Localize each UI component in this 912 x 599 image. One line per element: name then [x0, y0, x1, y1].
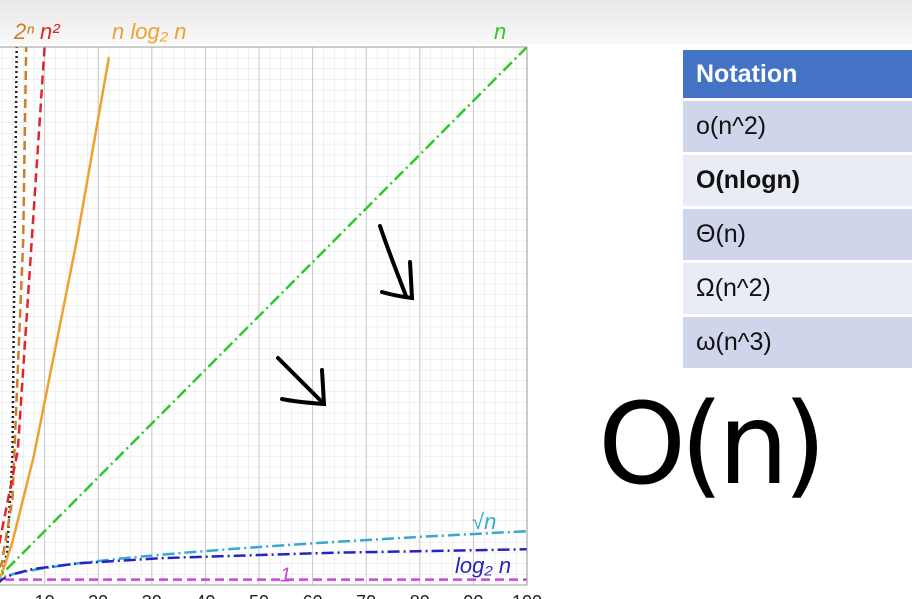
top-band — [0, 0, 912, 44]
series-label: 1 — [280, 564, 291, 586]
x-tick-label: 80 — [410, 592, 430, 599]
series-label: n² — [40, 19, 60, 44]
table-cell: Θ(n) — [683, 209, 912, 260]
table-header: Notation — [683, 50, 912, 98]
x-tick-label: 40 — [195, 592, 215, 599]
table-cell: Ω(n^2) — [683, 263, 912, 314]
table-cell: ω(n^3) — [683, 317, 912, 368]
series-line — [0, 47, 28, 569]
series-line — [0, 57, 111, 581]
series-line — [0, 47, 46, 547]
handwriting: O(n) — [598, 380, 827, 510]
series-label: log₂ n — [455, 553, 511, 578]
series-label: 2ⁿ — [13, 19, 34, 44]
series-line — [0, 548, 527, 584]
table-cell: o(n^2) — [683, 101, 912, 152]
series-label: n log₂ n — [112, 19, 186, 44]
series-line — [0, 529, 527, 580]
x-tick-label: 20 — [88, 592, 108, 599]
x-tick-label: 60 — [303, 592, 323, 599]
x-tick-label: 30 — [142, 592, 162, 599]
hand-arrows — [276, 224, 415, 407]
x-tick-label: 100 — [512, 592, 542, 599]
series-line — [0, 47, 527, 578]
x-tick-label: 90 — [463, 592, 483, 599]
x-tick-label: 10 — [35, 592, 55, 599]
series-label: n — [494, 19, 506, 44]
notation-table: Notation o(n^2) O(nlogn) Θ(n) Ω(n^2) ω(n… — [683, 50, 912, 371]
x-tick-label: 50 — [249, 592, 269, 599]
table-cell: O(nlogn) — [683, 155, 912, 206]
x-tick-label: 70 — [356, 592, 376, 599]
series-label: √n — [472, 509, 496, 534]
